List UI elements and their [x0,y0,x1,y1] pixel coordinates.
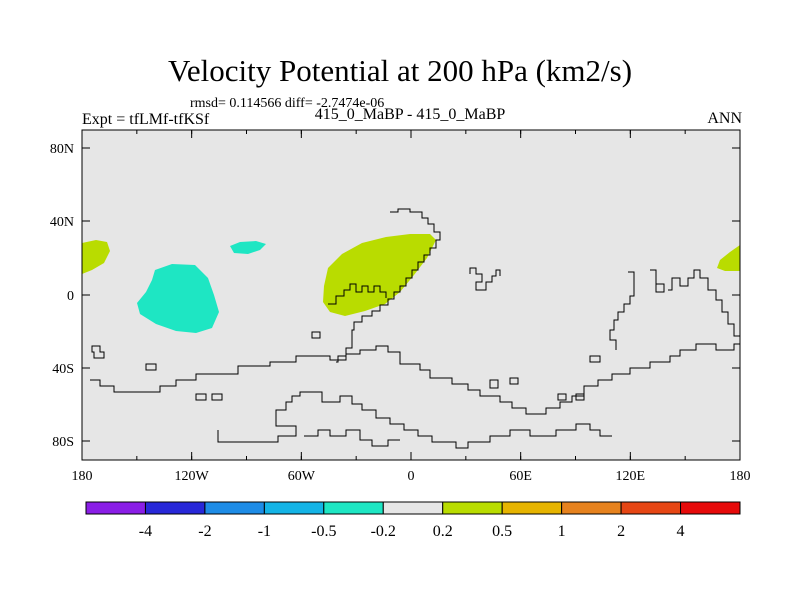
coastline-west-africa [328,283,387,305]
shaded-regions [82,234,740,333]
plot-title: Velocity Potential at 200 hPa (km2/s) [167,53,633,88]
coastline-small-island-4 [311,331,321,339]
experiment-label: Expt = tfLMf-tfKSf [82,111,210,128]
colorbar-label: 4 [677,523,685,540]
lat-tick-label: 80N [50,142,74,157]
colorbar-swatch [144,501,206,515]
coastline-small-island-2 [145,363,157,371]
coastline-antarctica-2 [304,429,400,447]
lon-tick-label: 120E [616,469,646,484]
coastline-pacific-islands [650,269,665,293]
positive-region-dateline-east [717,245,740,271]
coastline-small-island-5 [489,377,519,389]
latitude-axis: 80N 40N 0 40S 80S [50,142,740,450]
colorbar-label: 0.2 [433,523,453,540]
lat-tick-label: 40S [52,362,74,377]
coastline-small-island-1 [91,345,105,359]
lat-tick-label: 40N [50,215,74,230]
colorbar-label: -4 [139,523,152,540]
colorbar-swatch [204,501,265,515]
colorbar-swatch [382,501,444,515]
coastline-south-band [90,343,740,415]
lon-tick-label: 60E [509,469,532,484]
coastline-antarctica [217,391,612,449]
lon-tick-label: 180 [730,469,751,484]
season-label: ANN [707,110,742,127]
negative-region-pacific [137,264,219,333]
colorbar-swatch [85,501,146,515]
colorbar-swatch [442,501,503,515]
coastline-small-island-7 [589,355,601,363]
colorbar-swatch [561,501,622,515]
colorbar-swatch [620,501,682,515]
colorbar-label: -2 [198,523,211,540]
colorbar-swatch [501,501,563,515]
lat-tick-label: 80S [52,435,74,450]
coastline-small-island-3 [195,393,223,401]
colorbar-label: 2 [617,523,625,540]
coastlines [90,208,741,449]
colorbar-label: -1 [258,523,271,540]
positive-region-dateline-west [82,240,110,274]
coastline-southeast-asia [609,271,635,350]
colorbar: -4 -2 -1 -0.5 -0.2 0.2 0.5 1 2 4 [85,501,741,540]
lon-tick-label: 180 [72,469,93,484]
colorbar-swatch [323,501,384,515]
lon-tick-label: 60W [288,469,316,484]
negative-region-small [230,241,266,254]
lon-tick-label: 0 [408,469,415,484]
coastline-asia-indian [469,267,501,291]
stats-line: rmsd= 0.114566 diff= -2.7474e-06 [190,96,385,111]
colorbar-label: 0.5 [492,523,512,540]
lat-tick-label: 0 [67,289,74,304]
lon-tick-label: 120W [175,469,210,484]
coastline-east-asia [668,269,741,350]
colorbar-swatch [680,501,741,515]
coastline-africa-europe [336,208,441,363]
colorbar-swatch [263,501,325,515]
positive-region-atlantic [323,234,436,316]
longitude-axis: 180 120W 60W 0 60E 120E 180 [72,130,751,484]
colorbar-label: -0.2 [371,523,396,540]
colorbar-label: -0.5 [311,523,336,540]
coastline-small-island-6 [557,393,585,401]
colorbar-label: 1 [558,523,566,540]
case-label: 415_0_MaBP - 415_0_MaBP [314,106,506,123]
